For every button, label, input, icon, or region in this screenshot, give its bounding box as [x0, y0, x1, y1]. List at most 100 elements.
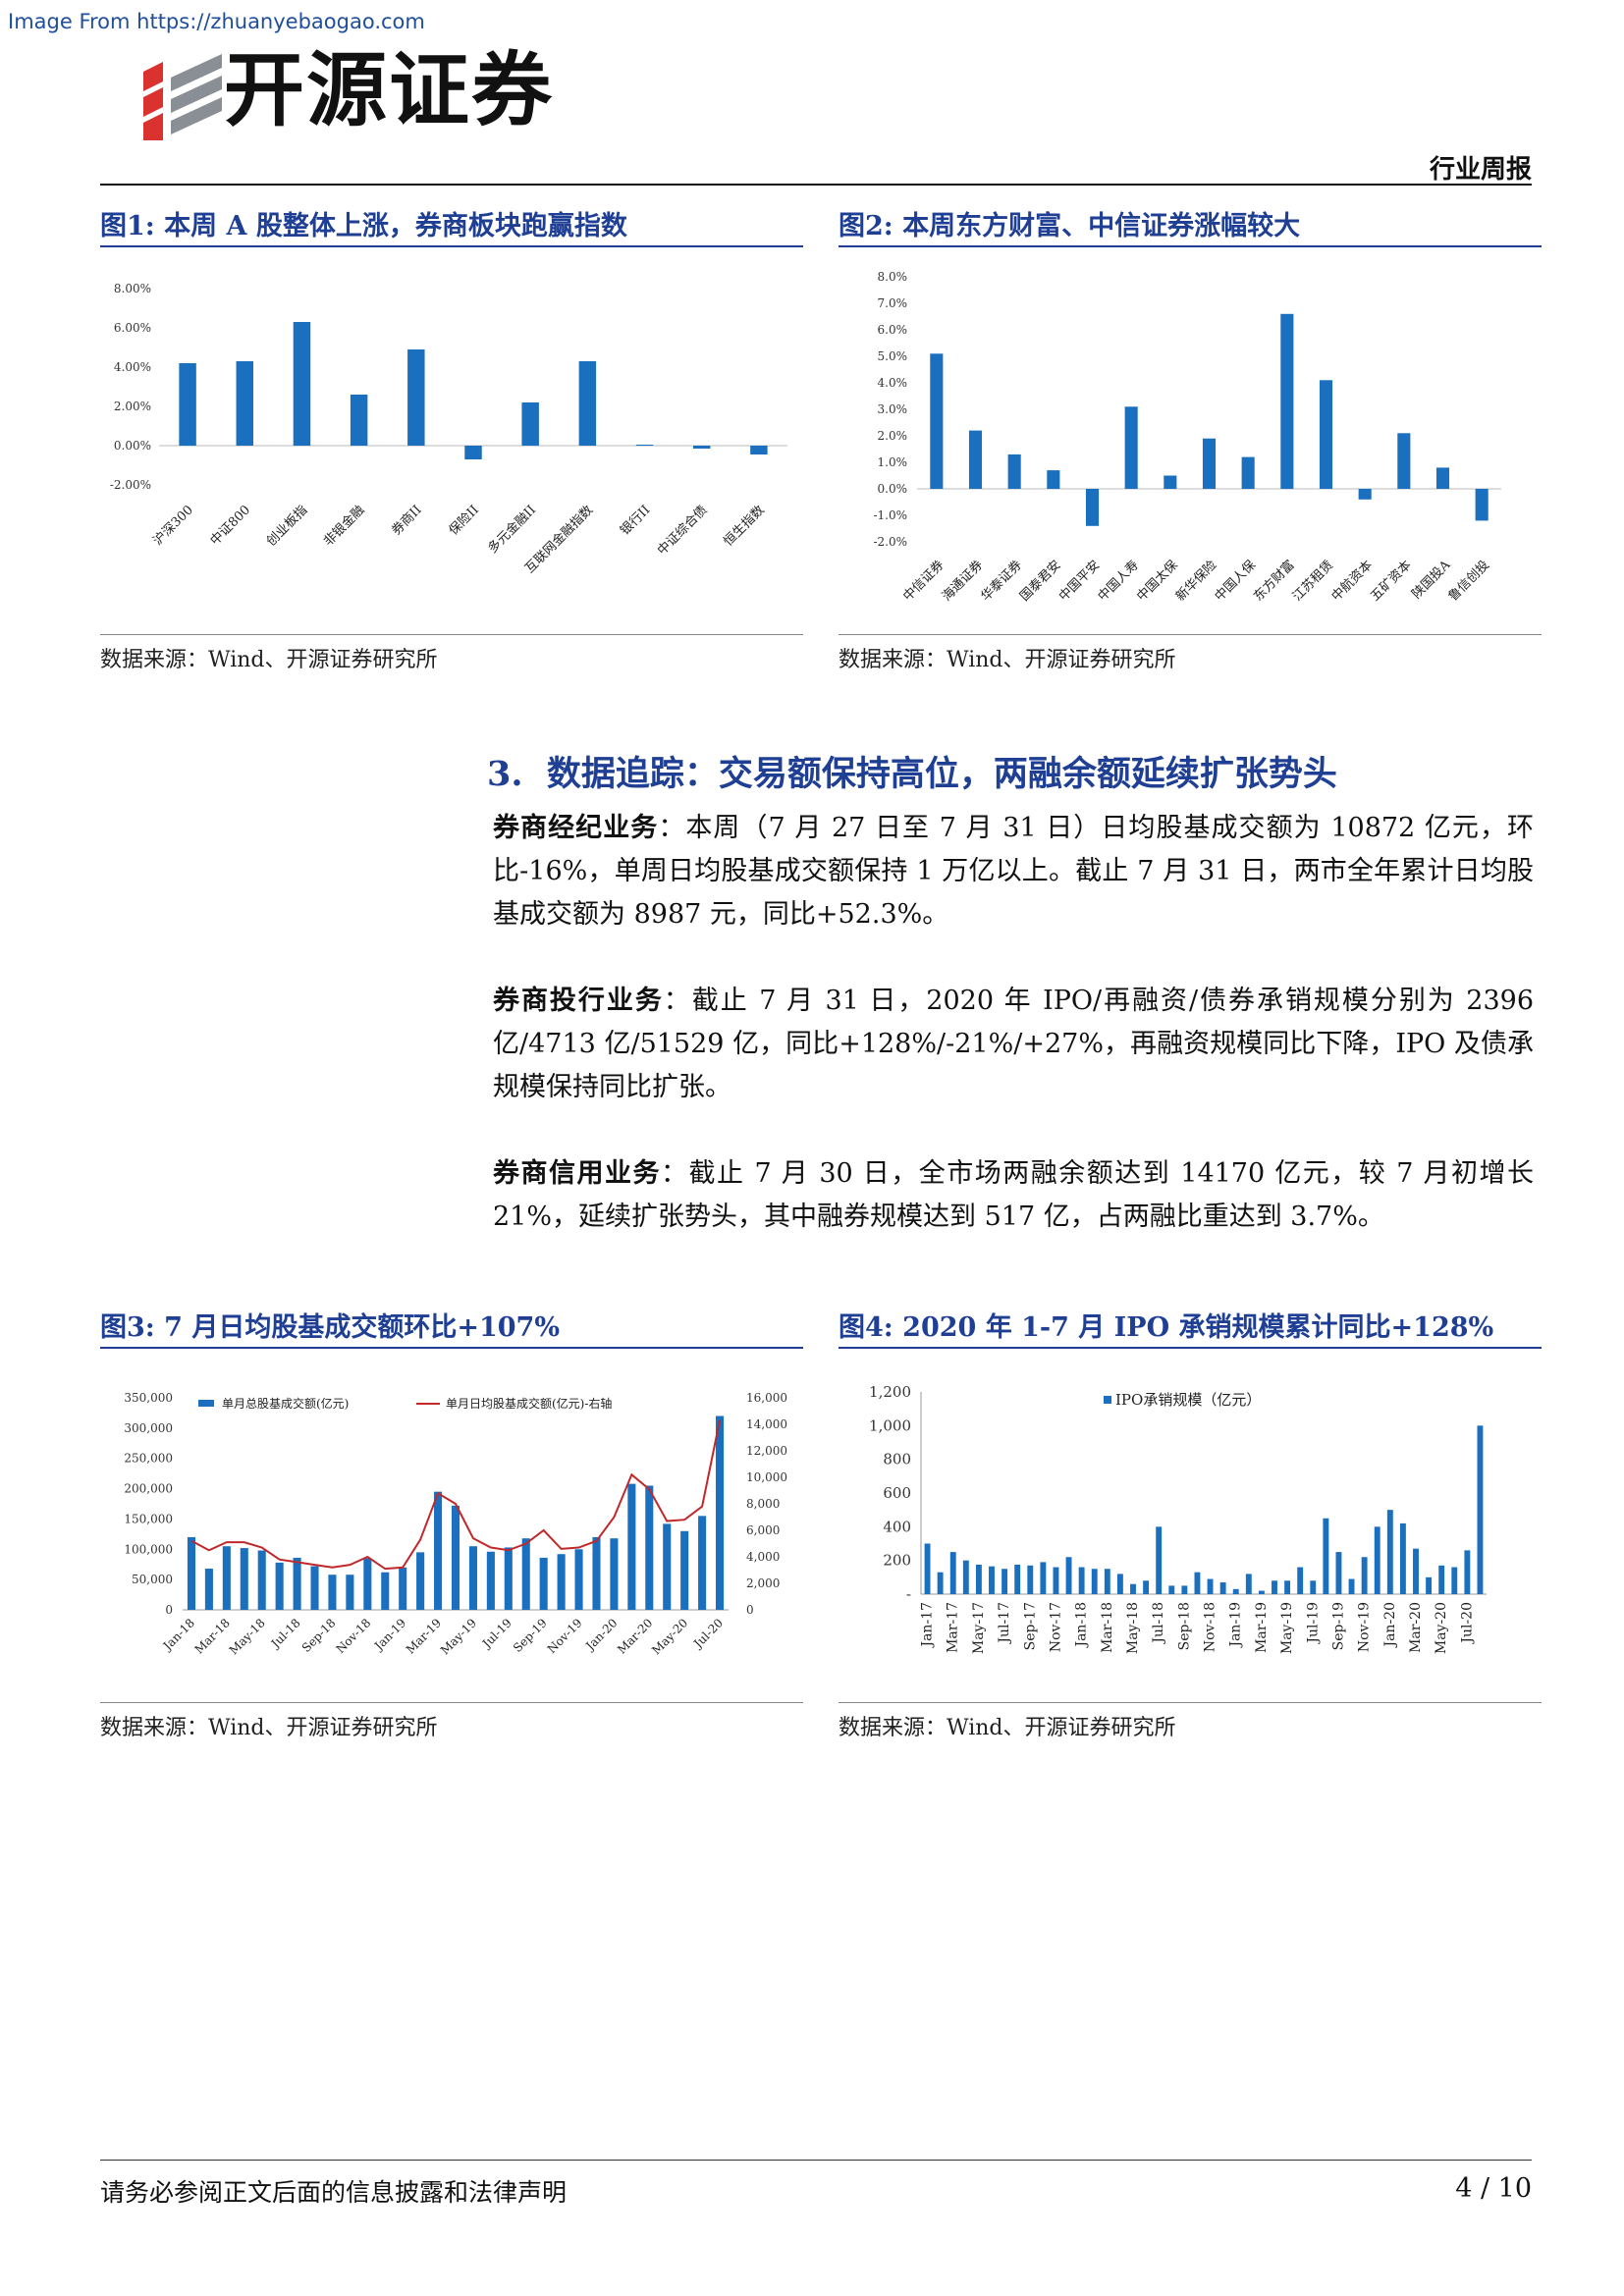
x-tick-label: 非银金融	[320, 503, 367, 550]
bar	[1040, 1562, 1047, 1594]
y-tick-label: 5.0%	[878, 349, 908, 363]
x-tick-label: Mar-20	[615, 1616, 655, 1656]
bar	[275, 1562, 284, 1610]
paragraph-lead: 券商信用业务	[493, 1158, 661, 1189]
line-series	[190, 1419, 722, 1571]
figure1-title: 图1: 本周 A 股整体上涨，券商板块跑赢指数	[100, 211, 627, 241]
y-tick-label: 400	[883, 1518, 911, 1535]
bar	[381, 1572, 390, 1610]
bar	[222, 1546, 231, 1610]
bar	[635, 445, 654, 446]
x-tick-label: 中国人保	[1213, 558, 1259, 604]
x-tick-label: Nov-19	[1357, 1602, 1373, 1652]
figure2-title: 图2: 本周东方财富、中信证券涨幅较大	[839, 211, 1301, 241]
bar	[464, 446, 482, 459]
x-tick-label: Jan-18	[1074, 1602, 1090, 1649]
bar	[1156, 1526, 1163, 1594]
bar	[504, 1547, 513, 1610]
y-tick-label: 8.0%	[878, 270, 908, 284]
x-tick-label: May-18	[1125, 1602, 1141, 1654]
bar	[310, 1566, 319, 1610]
y-tick-label: 200	[883, 1552, 911, 1570]
y-right-tick-label: 6,000	[746, 1523, 780, 1537]
y-tick-label: -2.0%	[873, 535, 907, 549]
bar	[924, 1543, 931, 1594]
y-left-tick-label: 150,000	[124, 1512, 173, 1525]
figure2-source: 数据来源：Wind、开源证券研究所	[839, 648, 1176, 672]
x-tick-label: 多元金融II	[485, 503, 539, 557]
bar	[1451, 1567, 1458, 1594]
bar	[1143, 1580, 1150, 1594]
figure4-source: 数据来源：Wind、开源证券研究所	[839, 1716, 1176, 1740]
y-left-tick-label: 200,000	[124, 1482, 173, 1496]
x-tick-label: May-20	[649, 1616, 690, 1657]
y-tick-label: 600	[883, 1484, 911, 1502]
figure3-bottom-rule	[100, 1702, 803, 1703]
x-tick-label: Mar-18	[192, 1616, 233, 1656]
x-tick-label: 中信证券	[900, 558, 947, 605]
y-tick-label: 7.0%	[878, 296, 908, 310]
bar	[1104, 1569, 1110, 1594]
x-tick-label: Sep-19	[1330, 1602, 1346, 1650]
section-title: 数据追踪：交易额保持高位，两融余额延续扩张势头	[546, 754, 1337, 794]
bar	[1374, 1526, 1380, 1594]
y-right-tick-label: 10,000	[746, 1470, 787, 1484]
x-tick-label: May-19	[1279, 1602, 1295, 1654]
x-tick-label: Jul-19	[478, 1616, 514, 1652]
bar	[1219, 1581, 1226, 1594]
bar	[1413, 1548, 1419, 1594]
bar	[1335, 1552, 1342, 1594]
x-tick-label: Jul-19	[1305, 1602, 1321, 1645]
x-tick-label: May-17	[971, 1602, 987, 1654]
x-tick-label: 海通证券	[939, 558, 986, 605]
x-tick-label: 中证800	[208, 503, 254, 549]
y-tick-label: 1,200	[869, 1383, 911, 1401]
paragraph-text: ：截止 7 月 31 日，2020 年 IPO/再融资/债券承销规模分别为 23…	[493, 986, 1535, 1102]
figure3-title: 图3: 7 月日均股基成交额环比+107%	[100, 1312, 560, 1343]
y-left-tick-label: 100,000	[124, 1542, 173, 1556]
section-heading: 3. 数据追踪：交易额保持高位，两融余额延续扩张势头	[487, 746, 1337, 796]
figure3-chart: 350,000 300,000 250,000 200,000 150,000 100,0…	[124, 1391, 787, 1657]
x-tick-label: Nov-19	[545, 1616, 585, 1656]
bar	[1245, 1574, 1252, 1594]
x-tick-label: 国泰君安	[1017, 558, 1063, 604]
y-tick-label: 4.00%	[114, 360, 151, 374]
bar	[627, 1483, 636, 1610]
x-tick-label: Nov-18	[334, 1616, 374, 1656]
bar	[592, 1536, 601, 1610]
footer-disclaimer: 请务必参阅正文后面的信息披露和法律声明	[100, 2178, 568, 2207]
bar	[663, 1523, 672, 1610]
legend-label-bars: 单月总股基成交额(亿元)	[222, 1396, 349, 1411]
x-tick-label: Jul-20	[690, 1616, 727, 1652]
x-tick-label: Jul-20	[1459, 1602, 1475, 1645]
y-tick-label: 0.0%	[878, 482, 908, 496]
figure4-bottom-rule	[839, 1702, 1542, 1703]
bar	[521, 1538, 530, 1610]
x-tick-label: Sep-18	[299, 1616, 339, 1655]
bar	[962, 1560, 969, 1594]
bar	[610, 1538, 619, 1610]
bar	[434, 1491, 443, 1610]
paragraph-lead: 券商投行业务	[493, 986, 664, 1016]
x-tick-label: 中航资本	[1328, 558, 1376, 605]
bar	[363, 1558, 372, 1610]
y-left-tick-label: 300,000	[124, 1421, 173, 1435]
bar	[1027, 1565, 1034, 1594]
bar	[574, 1549, 583, 1610]
bar	[1319, 380, 1333, 489]
bar	[1124, 406, 1138, 489]
x-tick-label: 中国太保	[1134, 558, 1180, 604]
x-tick-label: Mar-19	[404, 1616, 444, 1656]
figure1-chart: 8.00% 6.00% 4.00% 2.00% 0.00% -2.00% 沪深300 中证80…	[110, 282, 787, 576]
y-right-tick-label: 0	[746, 1603, 754, 1617]
bar	[521, 402, 539, 446]
bar	[1164, 475, 1177, 489]
x-tick-label: 中证综合债	[655, 503, 711, 559]
bar	[236, 361, 253, 446]
bar	[407, 349, 425, 446]
x-tick-label: 创业板指	[264, 503, 310, 549]
bar	[750, 446, 768, 454]
bar	[1358, 489, 1372, 500]
figure4-rule	[839, 1347, 1542, 1349]
bar	[715, 1415, 725, 1610]
